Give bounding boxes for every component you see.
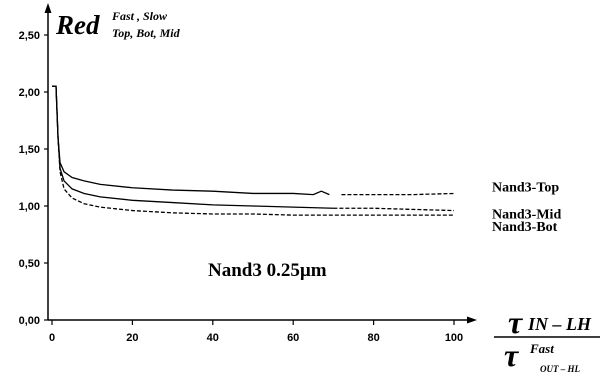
y-tick-label: 0,50 [19, 258, 40, 270]
x-tick-label: 20 [126, 332, 138, 344]
x-tick-label: 40 [207, 332, 219, 344]
x-label-den-sup: Fast [529, 341, 554, 356]
y-tick-label: 1,50 [19, 144, 40, 156]
y-tick-label: 2,50 [19, 30, 40, 42]
y-axis-label: Red [55, 10, 100, 40]
chart-annotation: Nand3 0.25µm [208, 260, 327, 281]
x-ticks: 0 20 40 60 80 100 [49, 320, 463, 344]
x-tick-label: 80 [367, 332, 379, 344]
y-ticks: 0,00 0,50 1,00 1,50 2,00 2,50 [19, 30, 48, 327]
x-tick-label: 100 [445, 332, 463, 344]
y-tick-label: 2,00 [19, 87, 40, 99]
x-axis-arrow [467, 316, 477, 324]
x-tick-label: 0 [49, 332, 55, 344]
y-axis-label-sub: Top, Bot, Mid [112, 26, 181, 40]
y-axis-arrow [44, 3, 52, 13]
series-label-nand3-top: Nand3-Top [492, 180, 559, 195]
x-label-den-tau: τ [504, 337, 520, 373]
series-line-nand3-bot-dashed [52, 85, 454, 216]
x-label-den-sub: OUT – HL [540, 364, 580, 373]
series-line-nand3-mid-dashed [333, 207, 455, 212]
series-line-nand3-top [52, 85, 330, 196]
y-axis-label-sup: Fast , Slow [111, 9, 168, 23]
series-lines [52, 85, 455, 216]
x-label-num-sub: IN – LH [527, 314, 592, 334]
series-label-nand3-bot: Nand3-Bot [492, 220, 558, 235]
x-label-num-tau: τ [508, 304, 524, 340]
y-tick-label: 0,00 [19, 315, 40, 327]
y-tick-label: 1,00 [19, 201, 40, 213]
series-label-nand3-mid: Nand3-Mid [492, 208, 561, 223]
x-tick-label: 60 [287, 332, 299, 344]
series-line-nand3-top-dashed [341, 192, 455, 196]
